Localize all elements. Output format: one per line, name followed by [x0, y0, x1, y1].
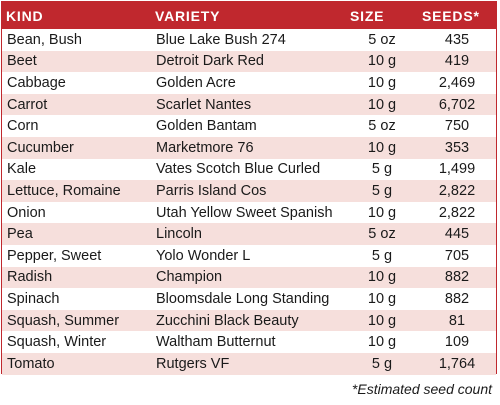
cell-variety: Bloomsdale Long Standing: [156, 290, 330, 307]
cell-variety: Scarlet Nantes: [156, 96, 252, 113]
cell-seeds: 109: [444, 334, 470, 351]
cell-variety: Detroit Dark Red: [156, 53, 264, 70]
header-row: KIND VARIETY SIZE SEEDS*: [2, 2, 496, 29]
cell-size: 5 g: [371, 247, 393, 264]
cell-kind: Spinach: [7, 290, 60, 307]
cell-kind: Onion: [7, 204, 46, 221]
cell-variety: Rutgers VF: [156, 355, 230, 372]
table-row: Tomato Rutgers VF 5 g 1,764: [2, 352, 496, 375]
cell-seeds: 1,499: [438, 161, 476, 178]
cell-size: 10 g: [367, 139, 397, 156]
cell-size: 5 oz: [368, 118, 396, 135]
cell-size: 10 g: [367, 334, 397, 351]
cell-seeds: 435: [444, 31, 470, 48]
cell-variety: Waltham Butternut: [156, 334, 276, 351]
cell-kind: Kale: [7, 161, 37, 178]
cell-kind: Pea: [7, 226, 33, 243]
cell-seeds: 882: [444, 290, 470, 307]
cell-variety: Yolo Wonder L: [156, 247, 251, 264]
cell-seeds: 1,764: [438, 355, 476, 372]
table-row: Squash, Summer Zucchini Black Beauty 10 g 8…: [2, 309, 496, 332]
cell-size: 5 oz: [368, 226, 396, 243]
seed-table-frame: KIND VARIETY SIZE SEEDS* Bean, Bush Blue …: [1, 1, 497, 375]
header-variety: VARIETY: [155, 7, 221, 24]
cell-kind: Tomato: [7, 355, 55, 372]
header-seeds: SEEDS*: [422, 7, 480, 24]
cell-size: 10 g: [367, 74, 397, 91]
table-row: Lettuce, Romaine Parris Island Cos 5 g 2,82…: [2, 180, 496, 202]
cell-variety: Zucchini Black Beauty: [156, 312, 299, 329]
cell-seeds: 750: [444, 118, 470, 135]
footnote: *Estimated seed count: [351, 381, 492, 397]
cell-kind: Beet: [7, 53, 37, 70]
cell-kind: Squash, Winter: [7, 334, 107, 351]
cell-seeds: 353: [444, 139, 470, 156]
header-size: SIZE: [350, 7, 385, 24]
cell-kind: Corn: [7, 118, 39, 135]
cell-kind: Lettuce, Romaine: [7, 182, 121, 199]
cell-size: 5 g: [371, 182, 393, 199]
table-row: Radish Champion 10 g 882: [2, 266, 496, 289]
cell-kind: Squash, Summer: [7, 312, 120, 329]
table-row: Corn Golden Bantam 5 oz 750: [2, 115, 496, 137]
cell-seeds: 2,822: [438, 204, 476, 221]
cell-variety: Golden Bantam: [156, 118, 257, 135]
cell-size: 10 g: [367, 53, 397, 70]
cell-variety: Lincoln: [156, 226, 202, 243]
table-row: Spinach Bloomsdale Long Standing 10 g 882: [2, 288, 496, 310]
cell-variety: Marketmore 76: [156, 139, 254, 156]
cell-variety: Vates Scotch Blue Curled: [156, 161, 321, 178]
cell-size: 10 g: [367, 204, 397, 221]
cell-kind: Cucumber: [7, 139, 74, 156]
table-row: Beet Detroit Dark Red 10 g 419: [2, 50, 496, 73]
cell-seeds: 2,822: [438, 182, 476, 199]
cell-kind: Pepper, Sweet: [7, 247, 102, 264]
cell-size: 10 g: [367, 96, 397, 113]
table-body: Bean, Bush Blue Lake Bush 274 5 oz 435 Beet D…: [2, 29, 496, 375]
table-row: Kale Vates Scotch Blue Curled 5 g 1,499: [2, 158, 496, 181]
cell-size: 10 g: [367, 312, 397, 329]
table-row: Cabbage Golden Acre 10 g 2,469: [2, 72, 496, 94]
table-row: Cucumber Marketmore 76 10 g 353: [2, 136, 496, 159]
cell-variety: Blue Lake Bush 274: [156, 31, 286, 48]
cell-size: 5 oz: [368, 31, 396, 48]
cell-seeds: 6,702: [438, 96, 476, 113]
cell-seeds: 2,469: [438, 74, 476, 91]
table-row: Pea Lincoln 5 oz 445: [2, 223, 496, 245]
table-row: Pepper, Sweet Yolo Wonder L 5 g 705: [2, 244, 496, 267]
cell-seeds: 81: [448, 312, 466, 329]
cell-kind: Cabbage: [7, 74, 66, 91]
table-row: Onion Utah Yellow Sweet Spanish 10 g 2,822: [2, 201, 496, 224]
cell-variety: Utah Yellow Sweet Spanish: [156, 204, 333, 221]
cell-seeds: 419: [444, 53, 470, 70]
table-header: KIND VARIETY SIZE SEEDS*: [2, 2, 496, 29]
cell-seeds: 445: [444, 226, 470, 243]
cell-seeds: 882: [444, 269, 470, 286]
cell-size: 10 g: [367, 269, 397, 286]
table-row: Carrot Scarlet Nantes 10 g 6,702: [2, 93, 496, 116]
header-kind: KIND: [6, 7, 44, 24]
table-row: Bean, Bush Blue Lake Bush 274 5 oz 435: [2, 29, 496, 51]
cell-size: 5 g: [371, 355, 393, 372]
cell-variety: Parris Island Cos: [156, 182, 267, 199]
seed-table: KIND VARIETY SIZE SEEDS* Bean, Bush Blue …: [2, 2, 496, 375]
table-row: Squash, Winter Waltham Butternut 10 g 109: [2, 331, 496, 353]
cell-size: 5 g: [371, 161, 393, 178]
cell-size: 10 g: [367, 290, 397, 307]
cell-variety: Champion: [156, 269, 223, 286]
cell-kind: Radish: [7, 269, 53, 286]
cell-variety: Golden Acre: [156, 74, 236, 91]
cell-seeds: 705: [444, 247, 470, 264]
cell-kind: Bean, Bush: [7, 31, 82, 48]
cell-kind: Carrot: [7, 96, 48, 113]
